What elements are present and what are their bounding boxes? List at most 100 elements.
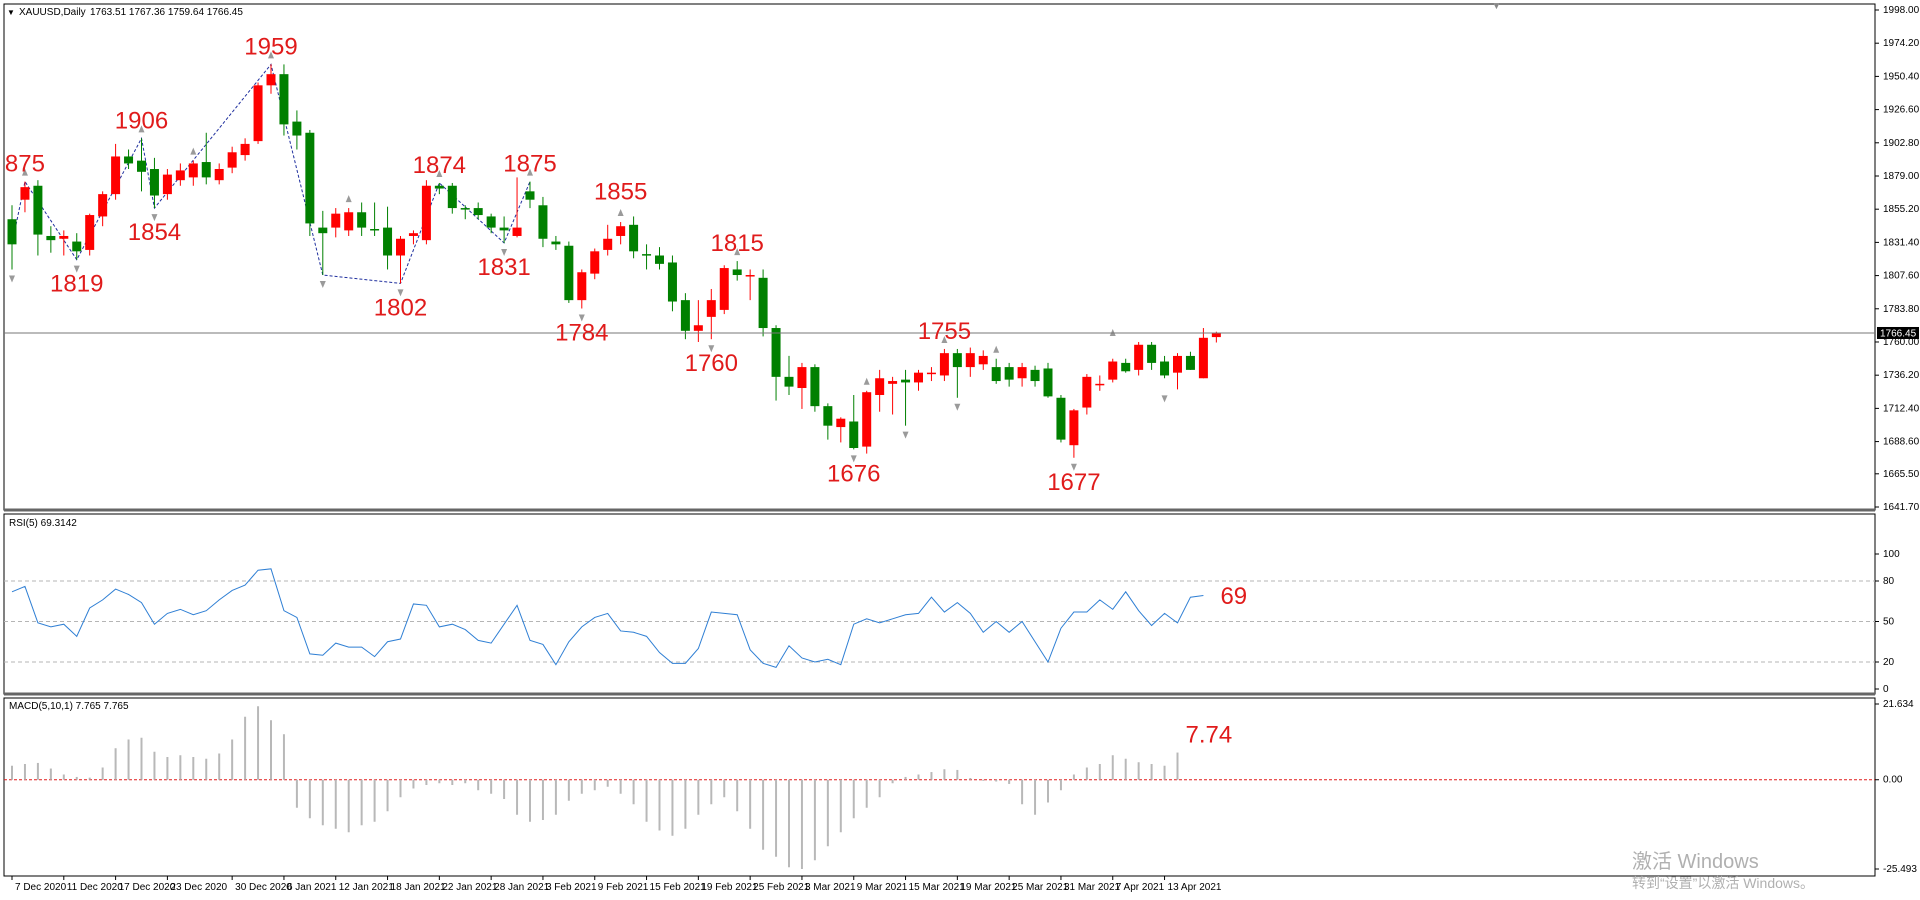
candle-body	[888, 381, 898, 384]
candle-body	[59, 235, 69, 239]
candle-body	[434, 185, 444, 189]
candle-body	[758, 277, 768, 329]
candle-body	[836, 418, 846, 428]
candle-body	[1160, 361, 1170, 376]
fractal-up-arrow	[190, 147, 197, 155]
time-tick-label: 15 Feb 2021	[650, 882, 707, 893]
price-tick-label: 1783.80	[1883, 304, 1920, 315]
candle-body	[1121, 362, 1131, 372]
candle-body	[20, 187, 30, 200]
fractal-down-arrow	[578, 314, 585, 322]
candle-body	[331, 213, 341, 228]
fractal-down-arrow	[708, 345, 715, 353]
rsi-panel-frame	[3, 513, 1876, 695]
rsi-tick-label: 0	[1883, 684, 1889, 695]
candle-body	[706, 300, 716, 317]
rsi-tick-label: 50	[1883, 617, 1895, 628]
candle-body	[512, 227, 522, 236]
candlestick-series	[7, 64, 1221, 458]
candle-body	[175, 170, 185, 181]
scroll-marker-icon[interactable]: ▼	[1492, 1, 1501, 11]
candle-body	[719, 268, 729, 310]
candle-body	[227, 152, 237, 168]
ohlc-readout: 1763.51 1767.36 1759.64 1766.45	[90, 7, 243, 18]
candle-body	[266, 74, 276, 86]
candle-body	[473, 208, 483, 216]
candle-body	[98, 194, 108, 217]
price-annotation: 875	[5, 151, 45, 178]
fractal-down-arrow	[1070, 463, 1077, 471]
candle-body	[1004, 367, 1014, 380]
price-annotation: 1959	[244, 33, 297, 60]
candle-body	[72, 241, 82, 252]
candle-body	[1017, 367, 1027, 379]
fractal-up-arrow	[138, 125, 145, 133]
price-tick-label: 1855.20	[1883, 204, 1920, 215]
rsi-series: 69	[4, 568, 1875, 668]
time-tick-label: 25 Mar 2021	[1012, 882, 1069, 893]
price-annotation: 1802	[374, 294, 427, 321]
candle-body	[1147, 344, 1157, 363]
price-tick-label: 1688.60	[1883, 437, 1920, 448]
fractal-up-arrow	[1109, 328, 1116, 336]
rsi-title: RSI(5) 69.3142	[9, 518, 77, 529]
fractal-down-arrow	[9, 275, 15, 283]
macd-annotation: 7.74	[1186, 722, 1233, 749]
candle-body	[616, 226, 626, 236]
candle-body	[124, 156, 134, 164]
candle-body	[875, 378, 885, 395]
macd-panel-frame	[3, 697, 1876, 877]
current-price-label: 1766.45	[1880, 328, 1917, 339]
candle-body	[784, 376, 794, 387]
candle-body	[1043, 368, 1053, 397]
fractal-up-arrow	[863, 377, 870, 385]
candle-body	[1211, 332, 1221, 338]
fractal-up-arrow	[993, 345, 1000, 353]
candle-body	[1185, 355, 1195, 370]
candle-body	[732, 269, 742, 276]
candle-body	[188, 163, 198, 178]
candle-body	[978, 355, 988, 365]
candle-body	[162, 174, 172, 195]
candle-body	[33, 185, 43, 235]
price-annotation: 1831	[477, 254, 530, 281]
price-tick-label: 1641.70	[1883, 502, 1920, 513]
time-tick-label: 7 Apr 2021	[1116, 882, 1165, 893]
candle-body	[797, 367, 807, 389]
candle-body	[965, 353, 975, 368]
price-annotations: 875 1819 1906 1854 1959 1802 1874 1831 1875 1784 1…	[5, 33, 1101, 495]
time-tick-label: 22 Jan 2021	[442, 882, 497, 893]
candle-body	[486, 216, 496, 228]
candle-body	[952, 353, 962, 368]
candle-body	[408, 233, 418, 236]
price-axis: 1998.00 1974.20 1950.40 1926.60 1902.80 1879.…	[1875, 5, 1920, 513]
fractal-up-arrow	[941, 335, 948, 343]
candle-body	[810, 367, 820, 407]
price-annotation: 1874	[413, 152, 466, 179]
watermark-line1: 激活 Windows	[1632, 850, 1759, 873]
price-tick-label: 1665.50	[1883, 469, 1920, 480]
price-tick-label: 1736.20	[1883, 370, 1920, 381]
candle-body	[383, 227, 393, 256]
candle-body	[318, 227, 328, 234]
price-annotation: 1676	[827, 460, 880, 487]
candle-body	[1056, 397, 1066, 440]
fractal-up-arrow	[734, 248, 741, 256]
time-tick-label: 12 Jan 2021	[339, 882, 394, 893]
fractal-down-arrow	[73, 265, 80, 273]
time-tick-label: 7 Dec 2020	[15, 882, 67, 893]
dropdown-triangle-icon[interactable]: ▼	[7, 8, 15, 17]
candle-body	[370, 228, 380, 231]
rsi-line	[11, 568, 1204, 668]
time-tick-label: 30 Dec 2020	[235, 882, 292, 893]
candle-body	[1069, 410, 1079, 446]
rsi-tick-label: 20	[1883, 657, 1895, 668]
rsi-tick-label: 80	[1883, 576, 1895, 587]
candle-body	[655, 255, 664, 264]
candle-body	[85, 215, 95, 250]
candle-body	[344, 212, 354, 231]
candle-body	[926, 372, 936, 375]
time-tick-label: 19 Mar 2021	[960, 882, 1017, 893]
